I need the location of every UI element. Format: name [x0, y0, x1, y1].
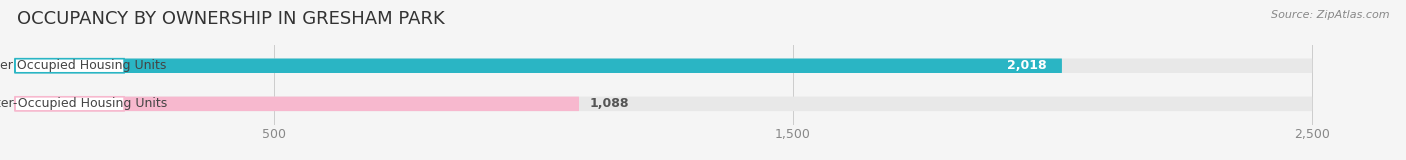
FancyBboxPatch shape [14, 97, 579, 111]
FancyBboxPatch shape [15, 97, 124, 111]
Text: Source: ZipAtlas.com: Source: ZipAtlas.com [1271, 10, 1389, 20]
FancyBboxPatch shape [15, 59, 124, 73]
Text: Renter-Occupied Housing Units: Renter-Occupied Housing Units [0, 97, 167, 110]
Text: 2,018: 2,018 [1007, 59, 1046, 72]
FancyBboxPatch shape [14, 97, 1312, 111]
Text: 1,088: 1,088 [589, 97, 628, 110]
FancyBboxPatch shape [14, 59, 1312, 73]
Text: OCCUPANCY BY OWNERSHIP IN GRESHAM PARK: OCCUPANCY BY OWNERSHIP IN GRESHAM PARK [17, 10, 444, 28]
FancyBboxPatch shape [14, 59, 1062, 73]
Text: Owner Occupied Housing Units: Owner Occupied Housing Units [0, 59, 167, 72]
